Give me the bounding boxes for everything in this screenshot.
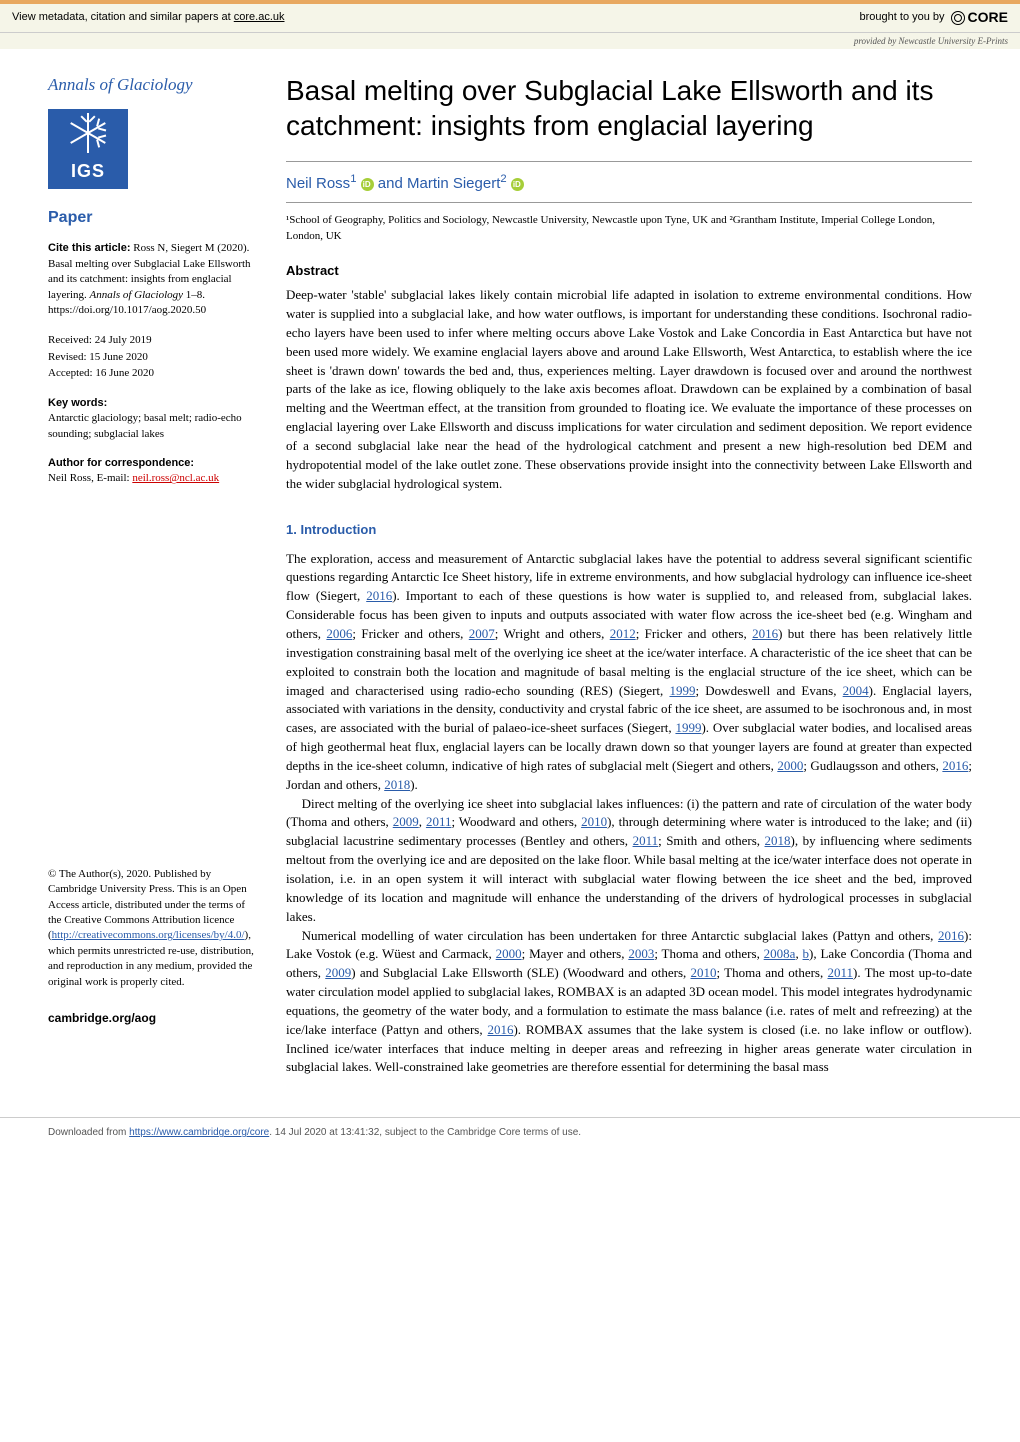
affiliations: ¹School of Geography, Politics and Socio… [286, 213, 972, 244]
ref-link[interactable]: 2000 [496, 946, 522, 961]
ref-link[interactable]: 2012 [610, 626, 636, 641]
article-title: Basal melting over Subglacial Lake Ellsw… [286, 73, 972, 143]
journal-title: Annals of Glaciology [48, 73, 258, 97]
ref-link[interactable]: 2016 [752, 626, 778, 641]
footer-url[interactable]: https://www.cambridge.org/core [129, 1127, 269, 1138]
author-1-sup: 1 [350, 173, 356, 185]
ref-link[interactable]: 2010 [581, 814, 607, 829]
sidebar: Annals of Glaciology IGS Paper Cite this… [48, 73, 258, 1077]
dates-section: Received: 24 July 2019 Revised: 15 June … [48, 332, 258, 382]
paragraph-2: Direct melting of the overlying ice shee… [286, 795, 972, 927]
p3-g: ) and Subglacial Lake Ellsworth (SLE) (W… [351, 965, 690, 980]
ref-link[interactable]: 2010 [691, 965, 717, 980]
snowflake-icon [68, 113, 108, 153]
ref-link[interactable]: 1999 [675, 720, 701, 735]
core-icon [951, 11, 965, 25]
provided-by-line: provided by Newcastle University E-Print… [0, 33, 1020, 50]
author-1: Neil Ross [286, 175, 350, 192]
p1-g: ; Dowdeswell and Evans, [695, 683, 842, 698]
core-label: CORE [968, 8, 1008, 28]
ref-link[interactable]: 2007 [469, 626, 495, 641]
banner-right: brought to you by CORE [860, 8, 1008, 28]
keywords-section: Key words: Antarctic glaciology; basal m… [48, 396, 258, 442]
ref-link[interactable]: 2000 [777, 758, 803, 773]
p3-a: Numerical modelling of water circulation… [302, 928, 938, 943]
p1-j: ; Gudlaugsson and others, [803, 758, 942, 773]
ref-link[interactable]: 2011 [827, 965, 853, 980]
correspondence-label: Author for correspondence: [48, 456, 258, 471]
footer-prefix: Downloaded from [48, 1127, 129, 1138]
keywords-text: Antarctic glaciology; basal melt; radio-… [48, 412, 242, 439]
cite-section: Cite this article: Ross N, Siegert M (20… [48, 241, 258, 318]
core-logo[interactable]: CORE [951, 8, 1008, 28]
p2-b: , [419, 814, 426, 829]
igs-text: IGS [71, 159, 105, 184]
author-2-sup: 2 [500, 173, 506, 185]
p2-c: ; Woodward and others, [451, 814, 581, 829]
ref-link[interactable]: 1999 [669, 683, 695, 698]
main-content: Basal melting over Subglacial Lake Ellsw… [286, 73, 972, 1077]
received-date: Received: 24 July 2019 [48, 332, 258, 349]
paragraph-3: Numerical modelling of water circulation… [286, 927, 972, 1078]
accepted-date: Accepted: 16 June 2020 [48, 365, 258, 382]
revised-date: Revised: 15 June 2020 [48, 349, 258, 366]
cite-label: Cite this article: [48, 242, 131, 254]
ref-link[interactable]: 2003 [628, 946, 654, 961]
core-link[interactable]: core.ac.uk [234, 11, 285, 23]
author-2: Martin Siegert [407, 175, 500, 192]
banner-text: View metadata, citation and similar pape… [12, 11, 234, 23]
footer-suffix: . 14 Jul 2020 at 13:41:32, subject to th… [269, 1127, 581, 1138]
keywords-label: Key words: [48, 396, 258, 411]
p3-d: ; Thoma and others, [654, 946, 763, 961]
p3-e: , [795, 946, 802, 961]
p1-l: ). [410, 777, 418, 792]
ref-link[interactable]: 2018 [384, 777, 410, 792]
footer: Downloaded from https://www.cambridge.or… [0, 1117, 1020, 1148]
intro-heading: 1. Introduction [286, 521, 972, 539]
correspondence-section: Author for correspondence: Neil Ross, E-… [48, 456, 258, 487]
correspondence-email[interactable]: neil.ross@ncl.ac.uk [132, 472, 219, 484]
correspondence-name: Neil Ross, E-mail: [48, 472, 132, 484]
igs-logo: IGS [48, 109, 128, 189]
paper-label: Paper [48, 207, 258, 229]
ref-link[interactable]: 2009 [393, 814, 419, 829]
paragraph-1: The exploration, access and measurement … [286, 550, 972, 795]
page-container: Annals of Glaciology IGS Paper Cite this… [0, 49, 1020, 1117]
ref-link[interactable]: 2018 [765, 833, 791, 848]
brought-by-text: brought to you by [860, 10, 945, 25]
ref-link[interactable]: 2016 [487, 1022, 513, 1037]
ref-link[interactable]: 2006 [326, 626, 352, 641]
authors: Neil Ross1 and Martin Siegert2 [286, 172, 972, 194]
p3-h: ; Thoma and others, [717, 965, 828, 980]
ref-link[interactable]: 2016 [366, 588, 392, 603]
copyright-section: © The Author(s), 2020. Published by Camb… [48, 867, 258, 990]
ref-link[interactable]: 2011 [426, 814, 452, 829]
provider-name: Newcastle University E-Prints [899, 36, 1008, 46]
authors-divider [286, 202, 972, 203]
author-and: and [374, 175, 407, 192]
ref-link[interactable]: 2004 [843, 683, 869, 698]
ref-link[interactable]: 2009 [325, 965, 351, 980]
metadata-banner: View metadata, citation and similar pape… [0, 0, 1020, 33]
cambridge-link[interactable]: cambridge.org/aog [48, 1010, 258, 1027]
provided-prefix: provided by [854, 36, 899, 46]
ref-link[interactable]: 2008a [764, 946, 796, 961]
ref-link[interactable]: 2016 [942, 758, 968, 773]
orcid-icon[interactable] [361, 178, 374, 191]
abstract-heading: Abstract [286, 262, 972, 280]
banner-left: View metadata, citation and similar pape… [12, 10, 285, 25]
p1-d: ; Wright and others, [495, 626, 610, 641]
ref-link[interactable]: 2011 [633, 833, 659, 848]
cite-journal: Annals of Glaciology [90, 289, 184, 301]
p2-e: ; Smith and others, [658, 833, 764, 848]
title-divider [286, 161, 972, 162]
orcid-icon[interactable] [511, 178, 524, 191]
abstract-body: Deep-water 'stable' subglacial lakes lik… [286, 286, 972, 493]
p1-e: ; Fricker and others, [636, 626, 752, 641]
cc-link[interactable]: http://creativecommons.org/licenses/by/4… [52, 929, 245, 941]
p1-c: ; Fricker and others, [352, 626, 468, 641]
ref-link[interactable]: 2016 [938, 928, 964, 943]
p3-c: ; Mayer and others, [522, 946, 629, 961]
